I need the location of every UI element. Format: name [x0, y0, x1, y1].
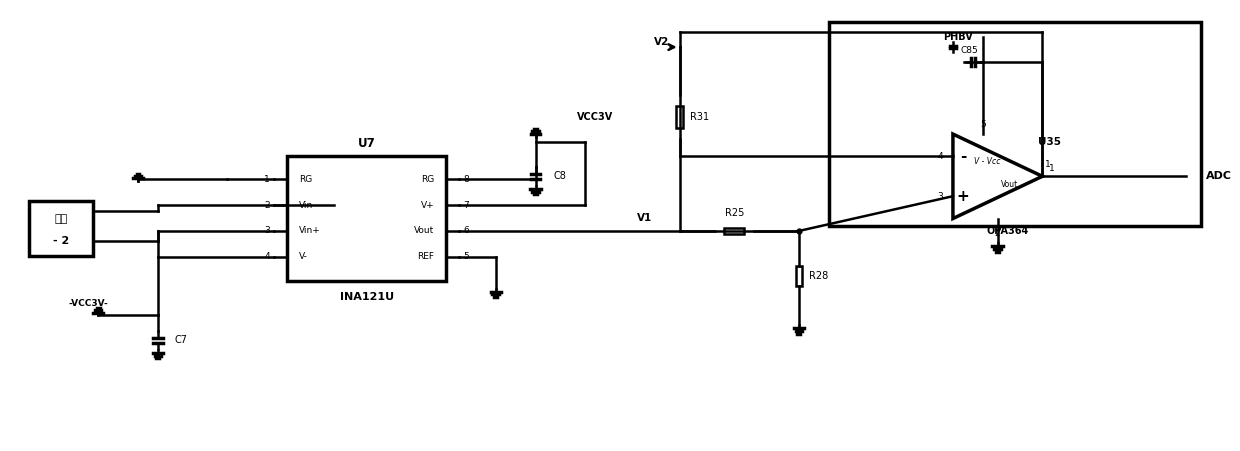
- Text: +: +: [956, 189, 970, 204]
- Text: 5: 5: [980, 120, 986, 129]
- Text: 2: 2: [994, 230, 1001, 239]
- Text: RG: RG: [420, 175, 434, 184]
- Text: 1: 1: [1044, 160, 1050, 169]
- Text: 1: 1: [264, 175, 270, 184]
- Text: -: -: [960, 149, 966, 164]
- Text: V - Vcc: V - Vcc: [975, 157, 1001, 166]
- Text: 5: 5: [463, 252, 469, 261]
- Text: R28: R28: [810, 271, 828, 281]
- Text: -VCC3V-: -VCC3V-: [68, 299, 108, 308]
- Text: V2: V2: [655, 37, 670, 47]
- Text: 3: 3: [937, 192, 942, 201]
- Text: 4: 4: [264, 252, 270, 261]
- Text: RG: RG: [299, 175, 312, 184]
- Text: 8: 8: [463, 175, 469, 184]
- Text: 6: 6: [463, 226, 469, 235]
- Bar: [676, 106, 683, 128]
- Bar: [288, 156, 446, 281]
- Bar: [29, 201, 93, 256]
- Text: 电极: 电极: [55, 214, 68, 224]
- Bar: [724, 228, 744, 235]
- Text: 1: 1: [1049, 164, 1055, 173]
- Text: Vin-: Vin-: [299, 201, 316, 210]
- Bar: [796, 266, 802, 285]
- Text: ADC: ADC: [1207, 171, 1233, 181]
- Text: R25: R25: [724, 208, 744, 218]
- Text: INA121U: INA121U: [340, 291, 393, 302]
- Text: 2: 2: [264, 201, 270, 210]
- Text: 7: 7: [463, 201, 469, 210]
- Text: REF: REF: [417, 252, 434, 261]
- Text: V-: V-: [299, 252, 308, 261]
- Text: OPA364: OPA364: [987, 226, 1029, 236]
- Text: 4: 4: [937, 152, 942, 161]
- Text: PHBV: PHBV: [944, 32, 973, 42]
- Text: Vout: Vout: [1001, 180, 1018, 189]
- Text: 3: 3: [264, 226, 270, 235]
- Text: C7: C7: [175, 335, 187, 345]
- Text: Vin+: Vin+: [299, 226, 321, 235]
- Text: U35: U35: [1038, 137, 1061, 147]
- Text: U7: U7: [357, 137, 376, 150]
- Bar: [828, 22, 1202, 226]
- Text: - 2: - 2: [53, 236, 69, 246]
- Text: R31: R31: [689, 112, 709, 122]
- Text: C8: C8: [554, 171, 567, 181]
- Text: VCC3V: VCC3V: [577, 112, 614, 122]
- Text: C85: C85: [961, 46, 978, 55]
- Text: Vout: Vout: [414, 226, 434, 235]
- Text: V+: V+: [420, 201, 434, 210]
- Text: V1: V1: [637, 213, 652, 223]
